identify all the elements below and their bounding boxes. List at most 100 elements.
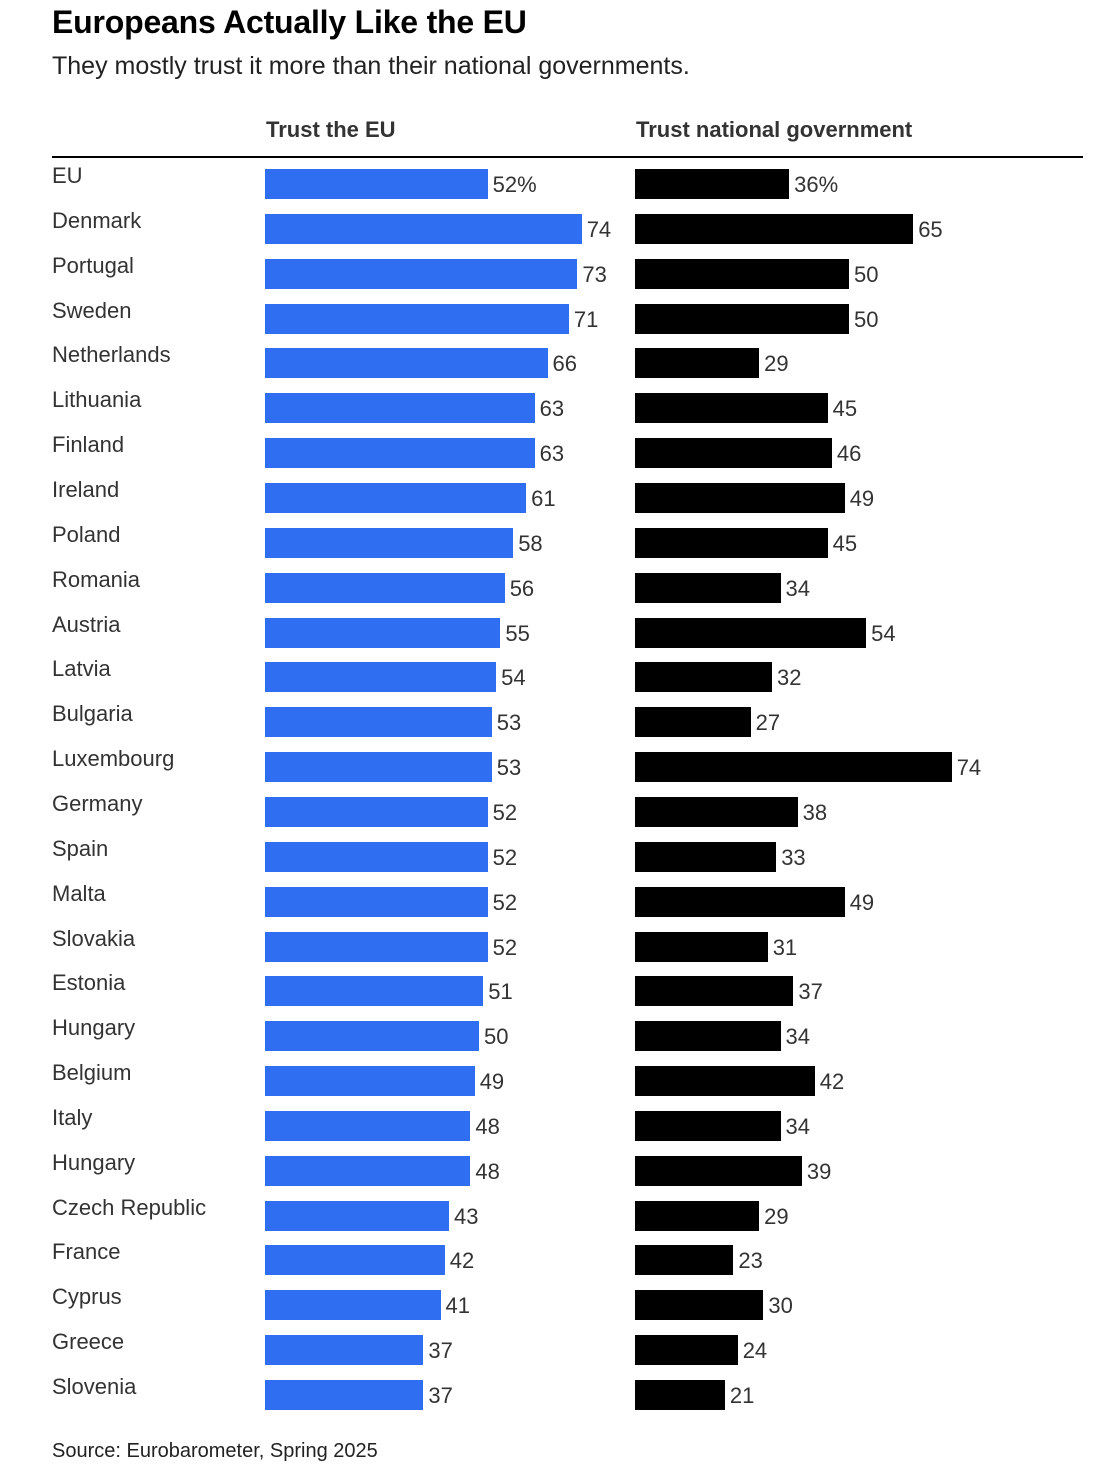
bar-national xyxy=(635,1110,781,1141)
header-divider xyxy=(52,156,1083,158)
bar-national xyxy=(635,1380,725,1410)
bar-eu xyxy=(265,1021,479,1052)
country-label: Malta xyxy=(52,880,106,906)
country-label: Denmark xyxy=(52,207,142,233)
value-label-national: 36% xyxy=(794,172,839,197)
chart-row: Netherlands 66 29 xyxy=(0,342,1116,379)
value-label-national: 54 xyxy=(871,620,896,646)
value-label-national: 50 xyxy=(854,261,879,287)
bar-national xyxy=(635,527,828,558)
value-label-eu: 55 xyxy=(505,620,530,646)
country-label: Romania xyxy=(52,566,141,592)
bar-national xyxy=(635,1290,764,1321)
country-label: Spain xyxy=(52,835,109,861)
value-label-eu: 53 xyxy=(496,755,522,781)
value-label-national: 74 xyxy=(956,755,982,781)
chart-row: Malta 52 49 xyxy=(0,881,1116,917)
bar-national xyxy=(635,213,914,244)
chart-row: Sweden 71 50 xyxy=(0,298,1116,334)
country-label: Finland xyxy=(52,432,125,458)
value-label-eu: 74 xyxy=(586,216,612,242)
bar-eu xyxy=(265,976,484,1007)
value-label-eu: 52 xyxy=(492,934,518,960)
value-label-eu: 49 xyxy=(479,1069,505,1094)
country-label: Ireland xyxy=(52,476,120,502)
value-label-national: 31 xyxy=(772,934,798,960)
value-label-eu: 41 xyxy=(445,1293,470,1319)
column-header-trust-national: Trust national government xyxy=(636,117,913,142)
value-label-eu: 51 xyxy=(488,979,513,1005)
bar-national xyxy=(635,617,867,648)
chart-row: Romania 56 34 xyxy=(0,567,1116,603)
value-label-eu: 42 xyxy=(449,1248,475,1274)
country-label: Estonia xyxy=(52,970,126,996)
value-label-national: 29 xyxy=(764,351,789,377)
value-label-eu: 52 xyxy=(492,844,518,870)
bar-eu xyxy=(265,213,582,244)
chart-row: EU 52% 36% xyxy=(0,163,1116,199)
country-label: Lithuania xyxy=(52,387,142,413)
chart-row: Belgium 49 42 xyxy=(0,1060,1116,1096)
value-label-eu: 61 xyxy=(531,485,556,511)
country-label: Poland xyxy=(52,521,121,547)
value-label-eu: 58 xyxy=(518,530,543,556)
chart-row: Austria 55 54 xyxy=(0,612,1116,648)
value-label-national: 21 xyxy=(729,1383,755,1408)
chart-title: Europeans Actually Like the EU xyxy=(52,4,527,40)
value-label-national: 30 xyxy=(768,1293,793,1319)
country-label: Slovenia xyxy=(52,1374,137,1399)
bar-national xyxy=(635,438,832,469)
bar-national xyxy=(635,796,798,827)
country-label: Germany xyxy=(52,790,143,816)
bar-eu xyxy=(265,886,488,917)
bar-eu xyxy=(265,1200,449,1231)
value-label-national: 49 xyxy=(849,889,875,915)
country-label: Luxembourg xyxy=(52,746,175,772)
value-label-eu: 56 xyxy=(509,575,535,601)
bar-eu xyxy=(265,707,492,738)
bar-national xyxy=(635,393,828,424)
value-label-national: 49 xyxy=(849,485,875,511)
bar-eu xyxy=(265,527,514,558)
country-label: Belgium xyxy=(52,1060,132,1085)
country-label: France xyxy=(52,1239,121,1265)
value-label-national: 42 xyxy=(819,1069,845,1094)
country-label: Czech Republic xyxy=(52,1194,207,1220)
chart-row: Slovenia 37 21 xyxy=(0,1374,1116,1410)
chart-row: Germany 52 38 xyxy=(0,791,1116,827)
bar-eu xyxy=(265,258,578,289)
bar-eu xyxy=(265,482,527,513)
value-label-national: 50 xyxy=(854,306,879,332)
country-label: Bulgaria xyxy=(52,701,133,727)
value-label-eu: 50 xyxy=(484,1024,509,1050)
country-label: Portugal xyxy=(52,252,134,278)
value-label-eu: 54 xyxy=(501,665,526,691)
value-label-eu: 73 xyxy=(582,261,607,287)
value-label-eu: 66 xyxy=(552,351,577,377)
chart-row: Bulgaria 53 27 xyxy=(0,701,1116,738)
chart-row: Greece 37 24 xyxy=(0,1329,1116,1366)
value-label-national: 45 xyxy=(832,530,858,556)
value-label-national: 33 xyxy=(781,844,806,870)
bar-eu xyxy=(265,572,505,603)
country-label: Latvia xyxy=(52,656,111,682)
chart-row: Latvia 54 32 xyxy=(0,656,1116,693)
country-label: Italy xyxy=(52,1104,93,1130)
value-label-eu: 37 xyxy=(428,1383,453,1408)
bar-national xyxy=(635,707,751,738)
country-label: Hungary xyxy=(52,1149,136,1175)
chart-row: Denmark 74 65 xyxy=(0,208,1116,244)
country-label: Greece xyxy=(52,1329,125,1355)
bar-national xyxy=(635,1200,760,1231)
chart-row: Cyprus 41 30 xyxy=(0,1284,1116,1321)
value-label-national: 65 xyxy=(918,216,943,242)
country-label: Sweden xyxy=(52,297,132,323)
bar-national xyxy=(635,976,794,1007)
value-label-national: 34 xyxy=(785,1024,810,1050)
chart-row: Slovakia 52 31 xyxy=(0,926,1116,962)
value-label-national: 34 xyxy=(785,575,810,601)
country-label: Netherlands xyxy=(52,342,171,368)
value-label-eu: 52 xyxy=(492,799,518,825)
bar-eu xyxy=(265,1335,424,1366)
